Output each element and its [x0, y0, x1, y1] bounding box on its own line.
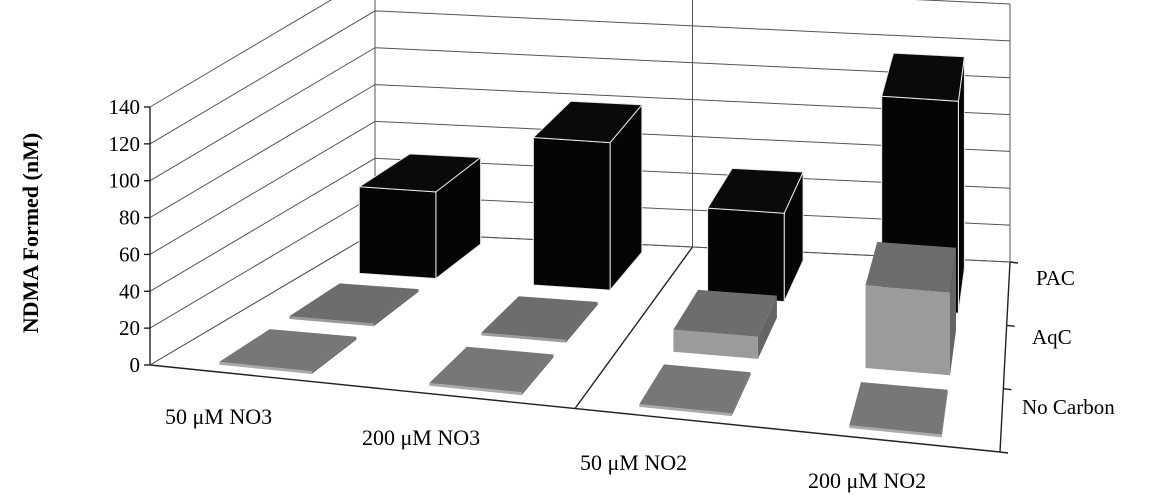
y-tick-label-7: 140: [109, 95, 141, 119]
series-label-1: AqC: [1032, 325, 1072, 349]
y-tick-label-0: 0: [130, 353, 141, 377]
bar-top: [532, 100, 643, 144]
y-tick-labels: 0 20 40 60 80 100 120 140: [109, 95, 141, 377]
bar-side: [941, 389, 948, 438]
floor-left-edge: [149, 231, 376, 366]
series-label-0: No Carbon: [1022, 395, 1115, 419]
bar-side: [565, 302, 598, 343]
side-wall: [150, 0, 375, 365]
bar-front: [358, 186, 437, 280]
bar-front: [532, 136, 611, 291]
bar-top: [865, 242, 956, 293]
category-label-1: 200 μM NO3: [362, 425, 480, 450]
bar-front: [849, 425, 942, 438]
bars: [219, 52, 965, 438]
bar-front: [219, 361, 312, 374]
bar-aqc-0: [289, 283, 419, 327]
bar-top: [881, 52, 965, 102]
bar-aqc-2: [673, 289, 777, 359]
bar-pac-2: [706, 167, 804, 303]
bar-no-carbon-1: [429, 346, 554, 396]
bar-pac-1: [532, 100, 643, 292]
y-tick-label-6: 120: [109, 132, 141, 156]
category-labels: 50 μM NO3 200 μM NO3 50 μM NO2 200 μM NO2: [165, 404, 926, 493]
bar-side: [521, 354, 554, 396]
depth-tick-0: [999, 451, 1009, 454]
y-tick-label-4: 80: [119, 206, 140, 230]
bar-side: [731, 372, 751, 417]
depth-tick-2: [1006, 324, 1015, 328]
bar-front: [865, 285, 950, 376]
bar-no-carbon-0: [219, 329, 357, 374]
floor-divider: [574, 246, 694, 409]
bar-no-carbon-3: [849, 382, 948, 438]
y-tick-label-1: 20: [119, 316, 140, 340]
bar-top: [219, 329, 357, 372]
series-labels: No Carbon AqC PAC: [1022, 266, 1115, 419]
bar-top: [673, 289, 777, 337]
bar-top: [639, 364, 751, 414]
series-label-2: PAC: [1036, 266, 1075, 290]
depth-axis-line: [999, 261, 1011, 453]
bar-top: [289, 283, 419, 324]
y-tick-label-2: 40: [119, 279, 140, 303]
bar-front: [707, 207, 785, 303]
bar-top: [357, 153, 482, 193]
gridline-7: [149, 0, 1011, 108]
y-axis-title: NDMA Formed (nM): [18, 133, 43, 333]
y-tick-label-5: 100: [109, 169, 141, 193]
bar-top: [481, 296, 598, 340]
bar-no-carbon-2: [639, 364, 751, 417]
bar-front: [429, 383, 522, 396]
bar-side: [757, 295, 777, 359]
bar-side: [950, 247, 956, 376]
bar-aqc-1: [481, 296, 598, 343]
bar-pac-0: [357, 153, 482, 280]
bar-front: [481, 332, 566, 343]
bar-side: [311, 336, 357, 374]
bar-side: [373, 289, 419, 327]
bar-top: [706, 167, 804, 214]
bar-front: [639, 404, 732, 417]
depth-tick-3: [1009, 261, 1019, 264]
category-label-2: 50 μM NO2: [580, 450, 687, 475]
depth-tick-1: [1003, 387, 1012, 391]
bar-front: [289, 316, 374, 327]
category-label-0: 50 μM NO3: [165, 404, 272, 429]
bar-aqc-3: [865, 242, 956, 376]
bar-front: [673, 329, 758, 359]
bar-top: [849, 382, 948, 435]
bar-top: [429, 346, 554, 393]
y-tick-label-3: 60: [119, 242, 140, 266]
category-label-3: 200 μM NO2: [808, 468, 926, 493]
